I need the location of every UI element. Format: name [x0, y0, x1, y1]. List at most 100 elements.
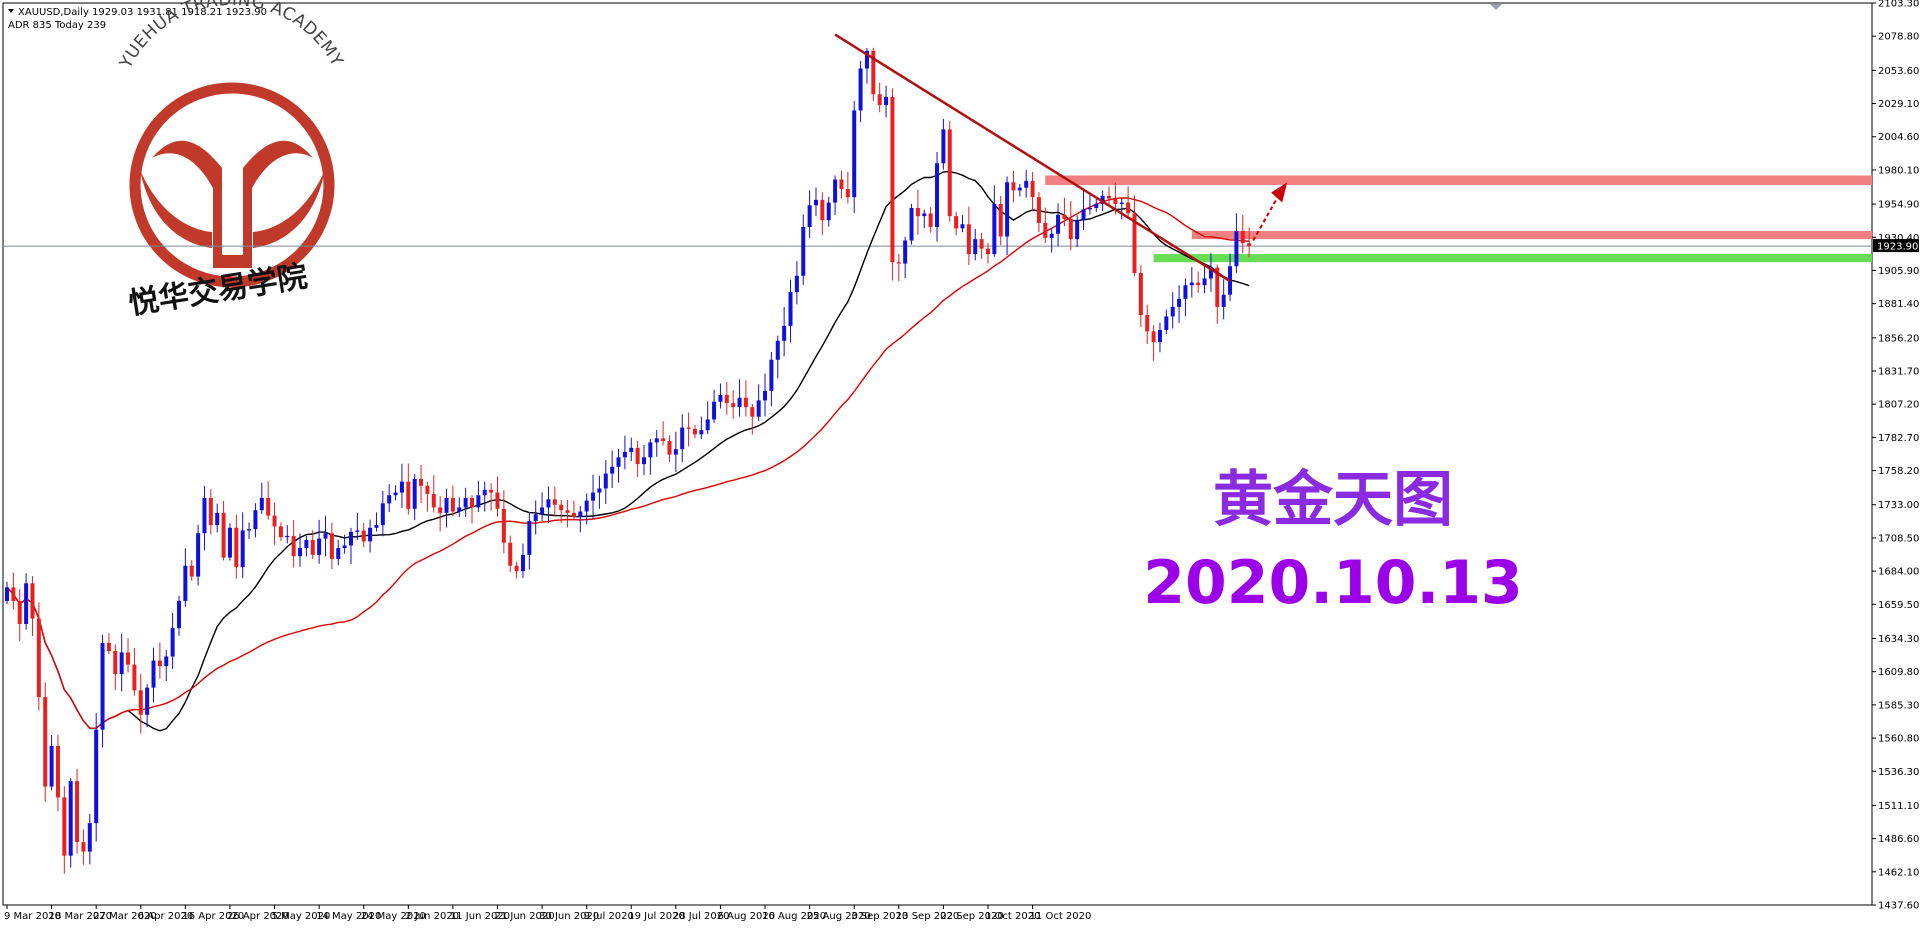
overlay-title-cn: 黄金天图 [1213, 465, 1453, 535]
candle-body [769, 359, 774, 391]
candle-body [234, 527, 239, 568]
y-tick-label: 2004.60 [1878, 132, 1919, 143]
candle-body [1234, 231, 1239, 267]
candle-body [380, 503, 385, 526]
last-price-label: 1923.90 [1877, 242, 1918, 253]
candle-body [145, 687, 150, 715]
candle-body [648, 442, 653, 458]
x-tick-label: 19 Jul 2020 [628, 911, 685, 922]
candle-body [272, 515, 277, 527]
y-tick-label: 1930.40 [1878, 233, 1919, 244]
y-tick-label: 2053.60 [1878, 66, 1919, 77]
candle-body [49, 745, 54, 787]
candle-body [138, 690, 143, 715]
candle-body [1011, 182, 1016, 191]
y-tick-label: 1659.50 [1878, 600, 1919, 611]
candle-body [724, 394, 729, 404]
candle-body [87, 823, 92, 852]
candle-body [17, 600, 22, 624]
candle-body [425, 485, 430, 494]
candle-body [495, 492, 500, 509]
candle-body [463, 497, 468, 508]
academy-logo: YUEHUA TRADING ACADEMY 悦华交易学院 [116, 0, 347, 322]
plot-frame [2, 2, 1873, 906]
candle-body [68, 781, 73, 856]
candle-body [5, 587, 9, 601]
candle-body [591, 492, 596, 501]
candle-body [132, 664, 137, 691]
x-tick-label: 3 Sep 2020 [851, 911, 908, 922]
x-tick-label: 5 May 2020 [272, 911, 331, 922]
candle-body [399, 481, 404, 493]
candle-body [661, 438, 666, 442]
candle-body [1068, 218, 1073, 240]
dropdown-triangle-icon[interactable] [8, 9, 14, 13]
candle-body [470, 497, 475, 508]
candle-body [240, 530, 245, 568]
candle-body [1043, 222, 1048, 238]
candle-body [1062, 214, 1067, 219]
candle-body [1145, 315, 1150, 332]
candle-body [1049, 233, 1054, 238]
candle-body [202, 497, 207, 534]
candle-body [323, 533, 328, 539]
logo-cn-text: 悦华交易学院 [126, 259, 309, 322]
candle-body [584, 500, 589, 512]
x-tick-label: 6 Apr 2020 [138, 911, 193, 922]
candle-body [278, 526, 283, 538]
candle-body [189, 565, 194, 577]
candle-body [170, 628, 175, 657]
candle-body [419, 478, 424, 486]
y-tick-label: 1462.10 [1878, 867, 1919, 878]
candle-body [100, 642, 105, 730]
candle-body [552, 499, 557, 505]
candle-body [973, 239, 978, 255]
candle-body [1056, 214, 1061, 234]
candle-body [871, 50, 876, 95]
candle-body [578, 511, 583, 517]
candle-body [826, 202, 831, 221]
breakout-arrow-line [1252, 193, 1281, 242]
candle-body [1221, 294, 1226, 307]
candle-body [361, 530, 366, 542]
x-tick-label: 1 Oct 2020 [985, 911, 1040, 922]
candle-body [1017, 187, 1022, 191]
candle-body [1107, 195, 1112, 199]
candle-body [1087, 208, 1092, 210]
candle-body [1024, 180, 1029, 188]
scroll-marker-icon[interactable] [1490, 4, 1502, 10]
candle-body [915, 208, 920, 217]
candle-body [368, 527, 373, 542]
ma-slow-line [6, 197, 1250, 730]
candle-body [1075, 220, 1080, 240]
overlay-date: 2020.10.13 [1143, 548, 1523, 618]
candle-body [476, 495, 481, 508]
candle-body [1177, 298, 1182, 307]
candle-body [94, 729, 99, 824]
y-tick-label: 1905.90 [1878, 266, 1919, 277]
candle-body [903, 240, 908, 264]
candle-body [922, 213, 927, 217]
zones-layer [1045, 175, 1872, 263]
candle-body [712, 401, 717, 420]
candle-body [176, 600, 181, 629]
x-tick-label: 27 Mar 2020 [93, 911, 156, 922]
candle-body [667, 441, 672, 455]
y-tick-label: 1437.60 [1878, 901, 1919, 912]
candle-body [1036, 197, 1041, 223]
y-tick-label: 2029.10 [1878, 99, 1919, 110]
candle-body [1132, 213, 1137, 274]
candle-body [113, 651, 118, 675]
y-tick-label: 1831.70 [1878, 367, 1919, 378]
candle-body [941, 129, 946, 164]
chart-header: XAUUSD,Daily 1929.03 1931.81 1918.21 192… [8, 7, 267, 31]
candle-body [342, 545, 347, 549]
candle-body [673, 449, 678, 455]
candle-body [317, 538, 322, 555]
candle-body [680, 427, 685, 450]
y-tick-label: 1733.00 [1878, 500, 1919, 511]
candle-body [546, 499, 551, 508]
candle-body [692, 428, 697, 435]
candle-body [406, 481, 411, 509]
candle-body [992, 203, 997, 255]
